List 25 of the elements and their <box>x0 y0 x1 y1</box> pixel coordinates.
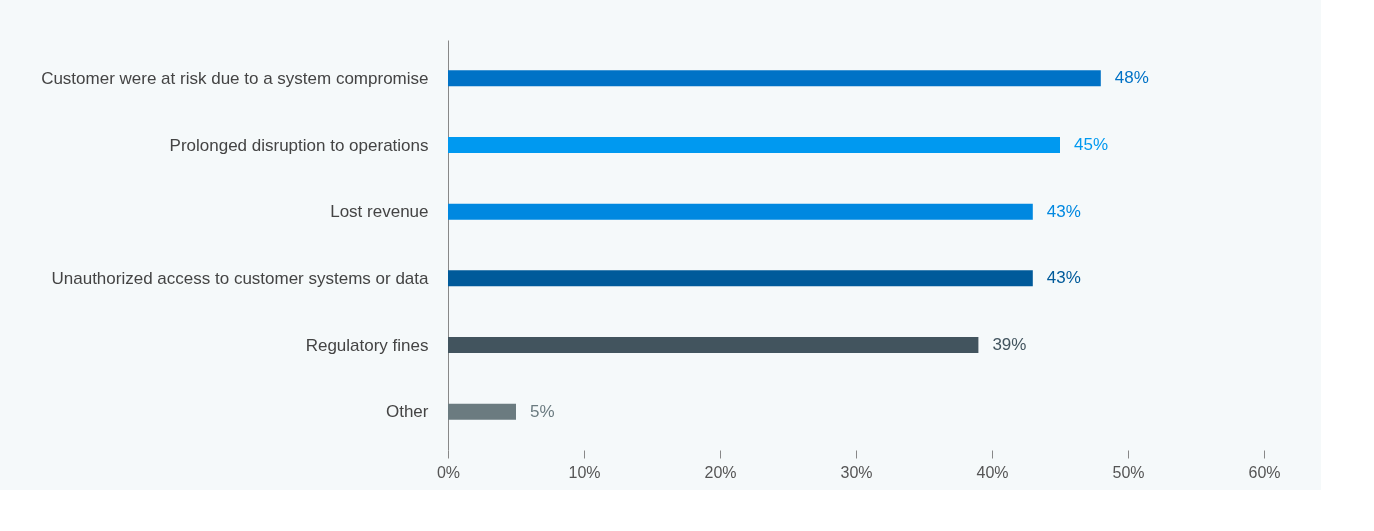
x-tick-label: 60% <box>1248 463 1281 481</box>
bar <box>448 403 516 420</box>
x-tick-label: 0% <box>436 463 461 481</box>
y-tick-label: Lost revenue <box>330 202 429 222</box>
data-label: 43% <box>1046 201 1081 221</box>
x-tick-label: 30% <box>840 463 873 481</box>
data-label: 5% <box>530 401 555 421</box>
y-tick-label: Regulatory fines <box>305 335 429 355</box>
data-label: 48% <box>1114 68 1149 88</box>
y-tick-label: Unauthorized access to customer systems or data <box>51 268 430 288</box>
bar <box>448 270 1033 287</box>
data-label: 39% <box>992 335 1027 354</box>
y-tick-label: Prolonged disruption to operations <box>169 135 429 155</box>
y-tick-label: Customer were at risk due to a system compromise <box>41 68 429 88</box>
bar <box>448 137 1060 153</box>
y-tick-label: Other <box>385 402 429 422</box>
x-tick-label: 40% <box>976 463 1009 481</box>
x-tick-label: 10% <box>568 463 601 481</box>
data-label: 45% <box>1074 135 1109 154</box>
bar <box>448 70 1101 87</box>
bar <box>448 337 979 353</box>
x-tick-label: 20% <box>704 463 737 481</box>
bar <box>448 203 1033 220</box>
x-tick-label: 50% <box>1112 463 1145 481</box>
data-label: 43% <box>1046 268 1081 288</box>
